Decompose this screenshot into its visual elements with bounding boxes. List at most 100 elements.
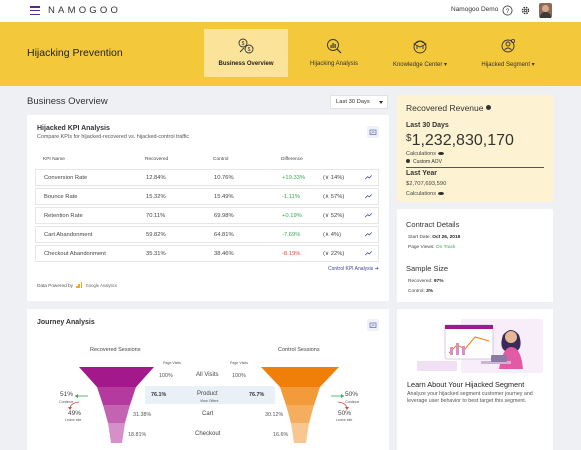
coins-icon: $ $ [238,38,254,54]
stage-label: Product [197,391,218,397]
powered-label: Data Powered by [37,283,73,288]
tab-business-overview[interactable]: $ $ Business Overview [204,29,288,77]
info-icon[interactable] [485,105,491,110]
magnifier-chart-icon [327,39,342,54]
kpi-name: Retention Rate [44,213,83,219]
left-leave-value: 49% [68,410,82,417]
kpi-difference: -8.19% [282,251,301,257]
kpi-recovered: 70.11% [146,213,166,219]
stage-label: All Visits [196,372,219,378]
continue-arrow-icon [75,394,88,398]
chevron-down-icon [379,101,383,104]
powered-source: Google Analytics [85,283,117,288]
custom-aov[interactable]: Custom AOV [406,159,544,168]
col-header-difference: Difference [281,157,303,162]
control-stage-value: 100% [232,373,246,379]
left-continue-value: 51% [60,391,74,398]
help-icon[interactable]: ? [502,5,513,16]
start-date-label: Start Date: [408,235,431,240]
trend-icon[interactable] [365,232,372,237]
trend-icon[interactable] [365,175,372,180]
date-range-select[interactable]: Last 30 Days [330,95,388,109]
table-row[interactable]: Checkout Abandonment 35.31% 38.46% -8.19… [35,245,379,262]
hero-banner: Hijacking Prevention $ $ Business Overvi… [0,22,581,86]
calculations-label: Calculations [406,191,436,197]
trend-icon[interactable] [365,251,372,256]
leave-arrow-icon [68,401,80,410]
kpi-difference: +0.19% [282,213,302,219]
control-stage-value: 16.6% [273,432,289,438]
svg-text:?: ? [506,8,510,15]
kpi-analysis-card: Hijacked KPI Analysis Compare KPIs for h… [27,115,389,301]
control-sessions-label: Control Sessions [278,347,320,353]
top-bar: NAMOGOO Namogoo Demo ? [0,0,581,22]
table-row[interactable]: Cart Abandonment 59.82% 64.81% -7.69% (∧… [35,226,379,243]
learn-segment-card[interactable]: Learn About Your Hijacked Segment Analyz… [397,309,553,450]
col-header-recovered: Recovered [145,157,169,162]
table-row[interactable]: Conversion Rate 12.84% 10.76% +19.33% (∨… [35,169,379,186]
kpi-control: 38.46% [214,251,234,257]
svg-text:$: $ [242,41,245,47]
contract-details-title: Contract Details [406,220,460,229]
right-continue-label: Continue [345,400,360,404]
recovered-stage-value: 18.81% [128,432,147,438]
kpi-control: 10.76% [214,175,234,181]
segment-illustration [417,319,543,373]
kpi-difference: +19.33% [282,175,306,181]
expand-chart-icon[interactable] [367,319,379,331]
page-views: Page Views: On Track [408,245,455,250]
learn-body: Analyze your hijacked segment customer j… [407,391,533,405]
graduation-icon [412,40,428,54]
last-30-days-value: $1,232,830,170 [406,132,514,150]
segment-icon [501,39,515,53]
funnel-stage-cart [286,405,314,423]
table-row[interactable]: Bounce Rate 15.32% 15.49% -1.11% (∧ 57%) [35,188,379,205]
funnel-stage-cart [103,405,130,423]
continue-arrow-icon [331,394,344,398]
recovered-sessions-label: Recovered Sessions [90,347,141,353]
kpi-recovered: 35.31% [146,251,166,257]
tab-knowledge-center[interactable]: Knowledge Center ▾ [378,29,462,77]
last-30-days-amount: 1,232,830,170 [411,132,514,149]
trend-icon[interactable] [365,213,372,218]
last-30-days-label: Last 30 Days [406,122,449,129]
kpi-recovered: 15.32% [146,194,166,200]
tab-hijacking-analysis[interactable]: Hijacking Analysis [292,29,376,77]
info-icon [406,159,410,163]
kpi-name: Checkout Abandonment [44,251,106,257]
recovered-revenue-title: Recovered Revenue [406,103,491,113]
control-kpi-link[interactable]: Control KPI Analysis ➔ [328,266,379,272]
recovered-stage-value: 31.38% [133,412,152,418]
data-powered-by: Data Powered by Google Analytics [37,282,117,288]
calculations-toggle[interactable]: Calculations [406,191,444,197]
sample-recovered-label: Recovered: [408,279,433,284]
trend-icon[interactable] [365,194,372,199]
account-name[interactable]: Namogoo Demo [451,6,499,13]
currency-symbol: $ [406,133,412,144]
avatar[interactable] [539,3,552,18]
hamburger-icon[interactable] [30,6,40,16]
kpi-difference: -7.69% [282,232,301,238]
col-header-control: Control [213,157,229,162]
kpi-control: 15.49% [214,194,234,200]
table-row[interactable]: Retention Rate 70.11% 69.98% +0.19% (∨ 5… [35,207,379,224]
expand-chart-icon[interactable] [367,126,379,138]
calculations-toggle[interactable]: Calculations [406,151,444,157]
tab-label: Knowledge Center ▾ [392,62,448,68]
recovered-stage-value: 76.1% [151,392,167,398]
tab-hijacked-segment[interactable]: Hijacked Segment ▾ [466,29,550,77]
recovered-funnel [79,367,154,443]
contract-details-card: Contract Details Start Date: Oct 26, 201… [397,209,553,302]
section-title: Business Overview [27,96,108,107]
left-continue-label: Continue [59,400,74,404]
date-range-value: Last 30 Days [336,99,370,105]
start-date: Start Date: Oct 26, 2019 [408,235,460,240]
control-funnel [261,367,339,443]
kpi-control: 69.98% [214,213,234,219]
kpi-significance: (∨ 22%) [323,251,345,257]
gear-icon[interactable] [520,5,531,16]
funnel-stage-checkout [108,423,125,443]
kpi-name: Conversion Rate [44,175,88,181]
kpi-name: Bounce Rate [44,194,78,200]
sample-control: Control: 3% [408,289,433,294]
